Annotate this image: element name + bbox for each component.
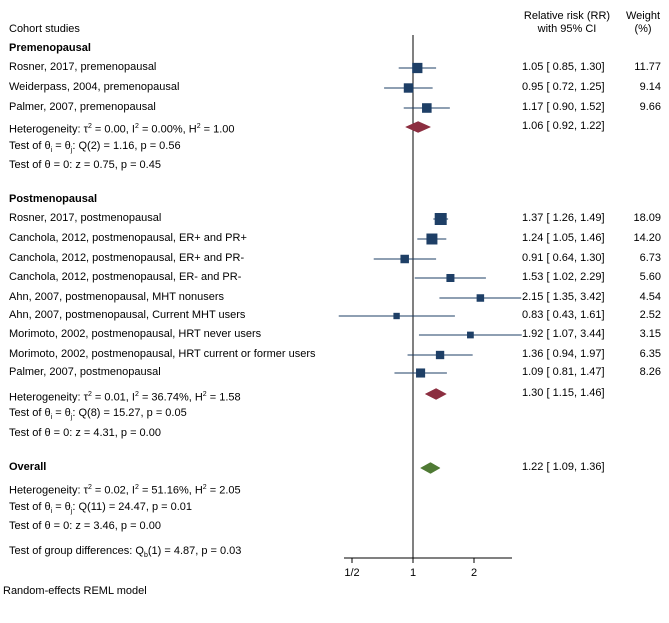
group-title-overall: Overall [9, 461, 47, 473]
study-ci-text: 0.83 [ 0.43, 1.61] [522, 309, 605, 321]
study-weight: 9.14 [639, 81, 661, 93]
study-label: Rosner, 2017, postmenopausal [9, 212, 162, 224]
study-label: Ahn, 2007, postmenopausal, Current MHT u… [9, 309, 246, 321]
study-box [434, 213, 447, 225]
study-weight: 2.52 [639, 309, 661, 321]
column-header-effect-line2: with 95% CI [537, 23, 597, 35]
x-tick-label: 1 [410, 567, 416, 579]
study-ci-text: 1.17 [ 0.90, 1.52] [522, 101, 605, 113]
study-ci-text: 0.95 [ 0.72, 1.25] [522, 81, 605, 93]
group-title-premenopausal: Premenopausal [9, 42, 91, 54]
pre-homogeneity-test: Test of θi = θj: Q(2) = 1.16, p = 0.56 [9, 140, 181, 155]
study-ci-text: 2.15 [ 1.35, 3.42] [522, 291, 605, 303]
study-weight: 11.77 [634, 61, 661, 73]
summary-ci-text-post: 1.30 [ 1.15, 1.46] [522, 387, 605, 399]
study-weight: 5.60 [639, 271, 661, 283]
study-box [426, 233, 438, 245]
column-header-effect-line1: Relative risk (RR) [523, 10, 611, 22]
x-tick-label: 1/2 [344, 567, 359, 579]
study-ci-text: 1.24 [ 1.05, 1.46] [522, 232, 605, 244]
study-label: Canchola, 2012, postmenopausal, ER- and … [9, 271, 242, 283]
study-weight: 18.09 [633, 212, 661, 224]
study-label: Palmer, 2007, premenopausal [9, 101, 156, 113]
study-label: Weiderpass, 2004, premenopausal [9, 81, 180, 93]
summary-ci-text-overall: 1.22 [ 1.09, 1.36] [522, 461, 605, 473]
column-header-studies: Cohort studies [9, 23, 80, 35]
study-box [422, 103, 432, 113]
study-ci-text: 1.92 [ 1.07, 3.44] [522, 328, 605, 340]
study-label: Morimoto, 2002, postmenopausal, HRT curr… [9, 348, 316, 360]
study-ci-text: 1.36 [ 0.94, 1.97] [522, 348, 605, 360]
study-box [393, 312, 400, 320]
study-box [476, 294, 485, 302]
study-ci-text: 1.09 [ 0.81, 1.47] [522, 366, 605, 378]
x-tick-label: 2 [471, 567, 477, 579]
study-ci-text: 1.53 [ 1.02, 2.29] [522, 271, 605, 283]
model-note: Random-effects REML model [3, 585, 147, 597]
study-box [467, 331, 474, 339]
study-weight: 6.35 [639, 348, 661, 360]
study-label: Canchola, 2012, postmenopausal, ER+ and … [9, 252, 245, 264]
study-label: Rosner, 2017, premenopausal [9, 61, 157, 73]
post-heterogeneity: Heterogeneity: τ2 = 0.01, I2 = 36.74%, H… [9, 391, 241, 404]
study-weight: 9.66 [639, 101, 661, 113]
study-weight: 8.26 [639, 366, 661, 378]
column-header-weight-line2: (%) [634, 23, 652, 35]
study-box [400, 254, 409, 264]
summary-diamond-pre [405, 121, 432, 133]
study-label: Canchola, 2012, postmenopausal, ER+ and … [9, 232, 247, 244]
study-box [403, 83, 414, 93]
study-box [435, 350, 445, 360]
group-differences-test: Test of group differences: Qb(1) = 4.87,… [9, 545, 242, 560]
study-ci-text: 1.05 [ 0.85, 1.30] [522, 61, 605, 73]
overall-heterogeneity: Heterogeneity: τ2 = 0.02, I2 = 51.16%, H… [9, 484, 241, 497]
pre-heterogeneity: Heterogeneity: τ2 = 0.00, I2 = 0.00%, H2… [9, 123, 235, 136]
study-ci-text: 1.37 [ 1.26, 1.49] [522, 212, 605, 224]
study-ci-text: 0.91 [ 0.64, 1.30] [522, 252, 605, 264]
pre-z-test: Test of θ = 0: z = 0.75, p = 0.45 [9, 159, 161, 171]
study-weight: 3.15 [639, 328, 661, 340]
study-weight: 6.73 [639, 252, 661, 264]
group-title-postmenopausal: Postmenopausal [9, 193, 98, 205]
summary-diamond-post [424, 388, 447, 400]
study-box [412, 62, 423, 74]
overall-homogeneity-test: Test of θi = θj: Q(11) = 24.47, p = 0.01 [9, 501, 193, 516]
overall-z-test: Test of θ = 0: z = 3.46, p = 0.00 [9, 520, 161, 532]
study-weight: 14.20 [633, 232, 661, 244]
study-label: Palmer, 2007, postmenopausal [9, 366, 161, 378]
post-z-test: Test of θ = 0: z = 4.31, p = 0.00 [9, 427, 161, 439]
summary-ci-text-pre: 1.06 [ 0.92, 1.22] [522, 120, 605, 132]
summary-diamond-overall [420, 462, 441, 474]
study-box [446, 273, 455, 283]
column-header-weight-line1: Weight [625, 10, 661, 22]
study-label: Morimoto, 2002, postmenopausal, HRT neve… [9, 328, 262, 340]
study-box [416, 368, 426, 378]
post-homogeneity-test: Test of θi = θj: Q(8) = 15.27, p = 0.05 [9, 407, 187, 422]
study-label: Ahn, 2007, postmenopausal, MHT nonusers [9, 291, 225, 303]
study-weight: 4.54 [639, 291, 661, 303]
